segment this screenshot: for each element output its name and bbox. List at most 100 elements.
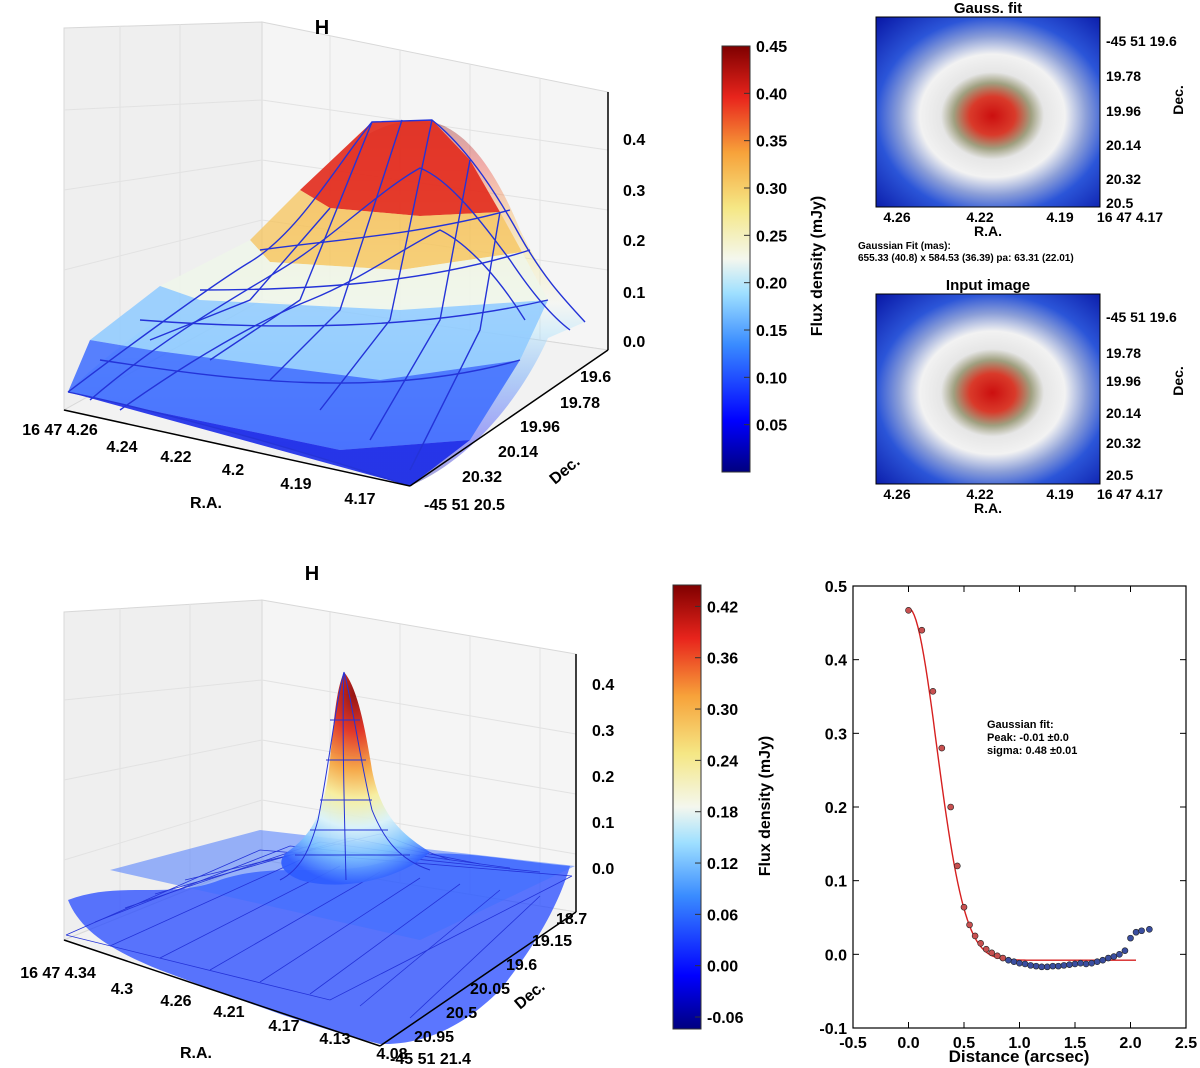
input-image-y-ticks: -45 51 19.6 19.78 19.96 20.14 20.32 20.5: [1106, 309, 1177, 483]
colorbar-tick-label: 0.15: [756, 323, 787, 340]
x-tick-label: 1.0: [1008, 1035, 1030, 1052]
input-image-y-tick: 20.5: [1106, 467, 1133, 483]
data-point: [1105, 954, 1112, 962]
colorbar-tick-label: 0.35: [756, 134, 787, 151]
data-point: [966, 921, 973, 929]
data-point: [1071, 960, 1079, 968]
top-surface-title: H: [315, 17, 329, 39]
bottom-y-ticks: 18.7 19.15 19.6 20.05 20.5 20.95 -45 51 …: [390, 911, 587, 1068]
bottom-colorbar: 0.42 0.36 0.30 0.24 0.18 0.12 0.06 0.00 -0.06 Fl…: [672, 584, 774, 1030]
bottom-z-tick: 0.4: [592, 677, 614, 694]
input-image-x-tick: 4.22: [966, 486, 993, 502]
colorbar-tick-label: 0.12: [707, 856, 738, 873]
bottom-peak-wireframe: [279, 671, 431, 881]
colorbar-tick-label: 0.05: [756, 418, 787, 435]
bottom-y-tick: 20.5: [446, 1005, 477, 1022]
colorbar-tick-label: 0.45: [756, 39, 787, 56]
bottom-x-tick: 4.17: [268, 1018, 299, 1035]
data-point: [1016, 959, 1023, 967]
data-point: [971, 932, 979, 940]
top-y-tick: 19.96: [520, 419, 560, 436]
data-point: [1088, 959, 1095, 967]
top-surface-peak: [300, 120, 500, 216]
top-z-ticks: 0.0 0.1 0.2 0.3 0.4: [623, 132, 645, 351]
bottom-x-tick: 4.26: [160, 993, 191, 1010]
top-x-tick: 4.24: [106, 439, 137, 456]
top-z-tick: 0.3: [623, 183, 645, 200]
bottom-x-ticks: 16 47 4.34 4.3 4.26 4.21 4.17 4.13 4.08: [20, 965, 407, 1063]
top-surface-base: [68, 340, 520, 450]
gauss-fit-x-tick: 4.19: [1046, 209, 1073, 225]
bottom-x-tick: 4.13: [319, 1031, 350, 1048]
input-image-panel: Input image -45 51 19.6 19.78 19.96 20.1…: [875, 277, 1186, 516]
data-point: [1060, 962, 1068, 969]
data-point: [1038, 963, 1045, 971]
data-point: [993, 952, 1001, 960]
data-point: [1110, 953, 1118, 960]
data-point: [938, 744, 946, 752]
data-point: [1099, 956, 1107, 964]
top-surface-plot: H 16 47 4.26 4.24 4.22 4.2 4.19 4.17 R.A…: [22, 17, 645, 514]
data-point: [1043, 963, 1051, 971]
gauss-fit-image: [875, 16, 1101, 208]
top-y-tick: 20.14: [498, 444, 538, 461]
top-colorbar: 0.45 0.40 0.35 0.30 0.25 0.20 0.15 0.10 0.05 Flu…: [721, 39, 826, 473]
bottom-x-tick: 4.3: [111, 981, 133, 998]
data-point: [1093, 958, 1101, 966]
colorbar-tick-label: 0.20: [756, 276, 787, 293]
input-image-title: Input image: [946, 277, 1030, 294]
top-colorbar-label: Flux density (mJy): [809, 196, 826, 336]
top-x-tick: 16 47 4.26: [22, 422, 98, 439]
data-point: [1132, 928, 1140, 936]
gauss-fit-x-tick: 4.26: [883, 209, 910, 225]
data-point: [1049, 962, 1057, 970]
x-tick-label: -0.5: [839, 1035, 867, 1052]
gauss-fit-text-line1: Gaussian Fit (mas):: [858, 241, 951, 252]
top-y-tick: 20.32: [462, 469, 502, 486]
data-point: [977, 939, 984, 947]
bottom-surface-plane: [110, 830, 575, 940]
top-y-tick: 19.78: [560, 395, 600, 412]
x-tick-label: 1.5: [1064, 1035, 1086, 1052]
data-point: [1082, 960, 1090, 968]
data-point: [1138, 927, 1145, 935]
gauss-fit-x-label: R.A.: [974, 223, 1002, 239]
top-colorbar-ticks: 0.45 0.40 0.35 0.30 0.25 0.20 0.15 0.10 0.05: [744, 39, 787, 435]
input-image-x-tick: 16 47 4.17: [1097, 486, 1163, 502]
bottom-z-tick: 0.3: [592, 723, 614, 740]
data-point: [982, 945, 990, 953]
data-point: [905, 607, 912, 614]
gauss-fit-panel: Gauss. fit -45 51 19.6 19.78 19.96 20.14…: [858, 0, 1186, 264]
data-point: [1027, 962, 1034, 969]
input-image-y-tick: -45 51 19.6: [1106, 309, 1177, 325]
data-point: [960, 903, 968, 911]
gauss-fit-x-tick: 16 47 4.17: [1097, 209, 1163, 225]
data-point: [1121, 947, 1129, 954]
profile-ticks: -0.5 0.0 0.5 1.0 1.5 2.0 2.5 -0.1 0.0 0.1 0.2 0.3 0.…: [819, 579, 1197, 1052]
bottom-y-label: Dec.: [512, 978, 549, 1013]
top-z-tick: 0.4: [623, 132, 645, 149]
bottom-z-tick: 0.2: [592, 769, 614, 786]
colorbar-tick-label: 0.42: [707, 599, 738, 616]
input-image-x-tick: 4.19: [1046, 486, 1073, 502]
bottom-y-axis: [379, 911, 577, 1047]
top-surface-shoulder: [250, 190, 522, 270]
data-point: [947, 803, 954, 811]
top-x-ticks: 16 47 4.26 4.24 4.22 4.2 4.19 4.17: [22, 422, 375, 508]
colorbar-tick-label: 0.24: [707, 753, 738, 770]
top-x-axis: [63, 409, 411, 487]
x-tick-label: 0.0: [897, 1035, 919, 1052]
y-tick-label: 0.0: [825, 947, 847, 964]
gaussian-fit-line: [908, 607, 1136, 961]
gauss-fit-y-label: Dec.: [1170, 85, 1186, 115]
bottom-y-tick: 20.95: [414, 1029, 454, 1046]
data-point: [1146, 925, 1153, 933]
gauss-fit-title: Gauss. fit: [954, 0, 1022, 17]
top-z-tick: 0.1: [623, 285, 645, 302]
x-tick-label: 2.5: [1175, 1035, 1197, 1052]
colorbar-tick-label: 0.25: [756, 228, 787, 245]
bottom-y-tick: 20.05: [470, 981, 510, 998]
gauss-fit-y-tick: 20.14: [1106, 137, 1141, 153]
y-tick-label: 0.4: [825, 653, 847, 670]
